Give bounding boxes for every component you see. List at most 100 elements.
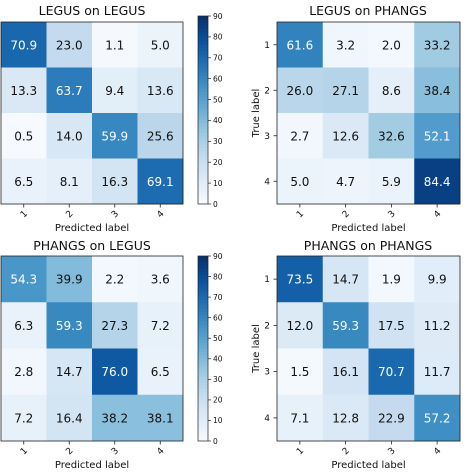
panel-title: PHANGS on PHANGS (304, 238, 433, 253)
cell-value-label: 17.5 (378, 319, 405, 333)
colorbar-segment (198, 314, 208, 319)
colorbar-segment (198, 320, 208, 325)
colorbar-segment (198, 19, 208, 23)
plot-frame (276, 255, 461, 442)
cell-value-label: 25.6 (147, 129, 174, 143)
cell-value-label: 69.1 (147, 175, 174, 189)
colorbar-segment (198, 376, 208, 380)
heatmap-cell (414, 348, 461, 396)
x-tick-label: 2 (64, 446, 75, 457)
cell-value-label: 16.1 (332, 365, 359, 379)
colorbar-tick-label: 30 (213, 137, 223, 146)
colorbar-segment (198, 425, 208, 430)
cell-value-label: 38.4 (424, 84, 451, 98)
plot-frame (0, 255, 184, 442)
colorbar-segment (198, 302, 208, 306)
cell-value-label: 27.1 (332, 84, 359, 98)
heatmap-cell (137, 158, 184, 205)
colorbar-tick-label: 70 (213, 293, 223, 302)
colorbar-segment (198, 128, 208, 133)
colorbar-segment (198, 69, 208, 73)
heatmap-cell (1, 256, 47, 303)
colorbar-tick-label: 50 (213, 95, 223, 104)
colorbar-tick-label: 0 (213, 437, 218, 446)
heatmap-cell (1, 394, 47, 442)
colorbar-segment (198, 296, 208, 300)
colorbar-segment (198, 336, 208, 340)
colorbar-segment (198, 47, 208, 51)
x-axis-label: Predicted label (331, 460, 405, 471)
cell-value-label: 38.2 (101, 411, 128, 425)
heatmap-cell (92, 67, 138, 114)
x-axis-label: Predicted label (55, 460, 129, 471)
heatmap-cell (322, 348, 369, 396)
panel-title: PHANGS on LEGUS (33, 238, 151, 253)
cell-value-label: 1.1 (105, 38, 124, 52)
y-axis-label: True label (251, 324, 262, 374)
colorbar-segment (198, 357, 208, 362)
heatmap-cell (414, 158, 461, 205)
cell-value-label: 6.5 (151, 365, 170, 379)
colorbar-segment (198, 363, 208, 368)
cell-value-label: 9.4 (105, 84, 124, 98)
colorbar-segment (198, 119, 208, 124)
heatmap-cell (368, 22, 415, 68)
colorbar-segment (198, 172, 208, 177)
cell-value-label: 2.2 (105, 273, 124, 287)
heatmap-cell (322, 158, 369, 205)
cell-value-label: 5.0 (151, 38, 170, 52)
colorbar-segment (198, 153, 208, 158)
y-tick-label: 3 (264, 368, 270, 378)
heatmap-cell (46, 302, 93, 349)
cell-value-label: 3.2 (336, 38, 355, 52)
colorbar-segment (198, 382, 208, 386)
cell-value-label: 5.0 (290, 175, 309, 189)
colorbar-segment (198, 16, 208, 20)
colorbar-segment (198, 333, 208, 337)
colorbar-segment (198, 182, 208, 186)
x-axis-label: Predicted label (331, 223, 405, 234)
colorbar-segment (198, 388, 208, 393)
colorbar-segment (198, 188, 208, 192)
heatmap-cell (414, 22, 461, 68)
cell-value-label: 14.7 (332, 273, 359, 287)
heatmap-cell (92, 113, 138, 159)
colorbar-segment (198, 305, 208, 309)
heatmap-cell (92, 22, 138, 68)
cell-value-label: 52.1 (424, 129, 451, 143)
heatmap-cell (277, 22, 324, 68)
colorbar-segment (198, 391, 208, 396)
colorbar-segment (198, 185, 208, 189)
colorbar-segment (198, 44, 208, 48)
colorbar-segment (198, 72, 208, 77)
colorbar-segment (198, 37, 208, 42)
cell-value-label: 11.2 (424, 319, 451, 333)
heatmap-cell (46, 22, 93, 68)
heatmap-cell (368, 67, 415, 114)
colorbar-segment (198, 157, 208, 161)
colorbar-segment (198, 110, 208, 114)
colorbar-segment (198, 400, 208, 405)
heatmap-cell (46, 113, 93, 159)
colorbar-segment (198, 103, 208, 108)
x-tick-label: 1 (19, 446, 30, 457)
colorbar-segment (198, 256, 208, 260)
cell-value-label: 22.9 (378, 411, 405, 425)
cell-value-label: 23.0 (56, 38, 83, 52)
confusion-matrix-panel-3: PHANGS on LEGUS 54.3 39.9 2.2 3.6 6.3 59.3 27.3… (0, 238, 223, 471)
colorbar-segment (198, 141, 208, 145)
heatmap-cell (322, 302, 369, 349)
colorbar-segment (198, 50, 208, 55)
colorbar-segment (198, 277, 208, 282)
colorbar-segment (198, 330, 208, 334)
cell-value-label: 13.6 (147, 84, 174, 98)
heatmap-cell (1, 113, 47, 159)
heatmap-cell (414, 394, 461, 442)
cell-value-label: 14.7 (56, 365, 83, 379)
heatmap-cell (1, 348, 47, 396)
colorbar-segment (198, 407, 208, 411)
colorbar-segment (198, 268, 208, 272)
colorbar-segment (198, 66, 208, 70)
x-tick-label: 1 (19, 209, 30, 220)
